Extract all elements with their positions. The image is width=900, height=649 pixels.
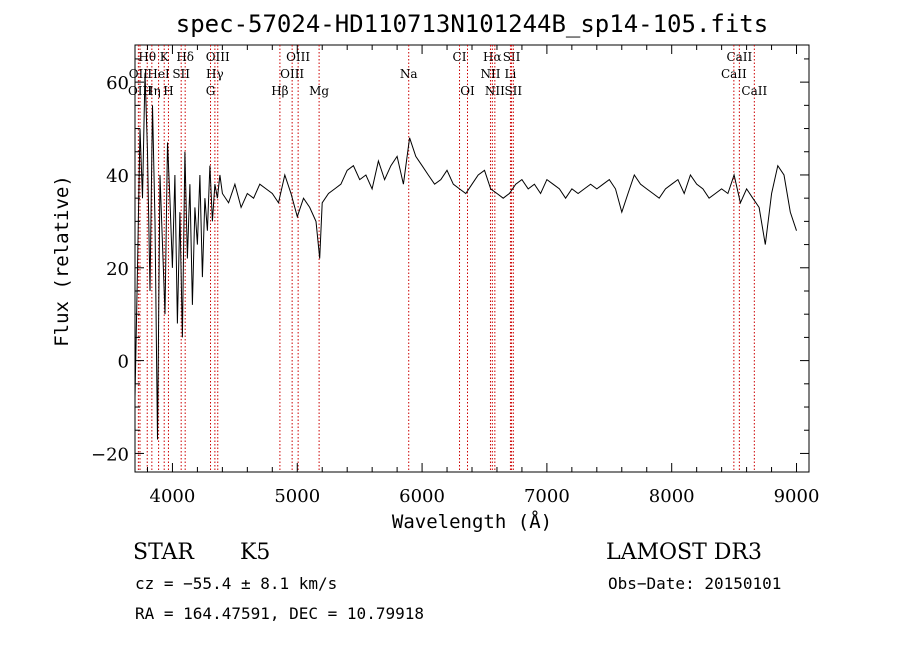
line-label-9: OII: [129, 67, 149, 81]
line-label-22: Hβ: [271, 84, 288, 98]
line-label-12: Hγ: [206, 67, 224, 81]
y-tick-label-2: 20: [106, 259, 129, 280]
y-tick-label-4: 60: [106, 73, 129, 94]
line-label-11: SII: [172, 67, 190, 81]
y-axis-label: Flux (relative): [51, 175, 73, 347]
x-axis-label: Wavelength (Å): [392, 510, 552, 533]
y-tick-label-1: 0: [118, 352, 129, 373]
line-label-27: CaII: [741, 84, 767, 98]
y-tick-label-3: 40: [106, 166, 129, 187]
line-label-4: OIII: [286, 50, 310, 64]
line-label-2: Hδ: [176, 50, 194, 64]
series-spectrum: [135, 72, 797, 440]
line-label-6: Hα: [483, 50, 502, 64]
y-tick-label-0: −20: [91, 444, 129, 465]
spectral-subclass: K5: [240, 540, 270, 565]
coordinates: RA = 164.47591, DEC = 10.79918: [135, 604, 424, 623]
line-label-14: Na: [400, 67, 418, 81]
x-tick-label-5: 9000: [774, 486, 820, 507]
x-tick-label-0: 4000: [150, 486, 196, 507]
line-label-10: HeI: [147, 67, 170, 81]
line-label-21: G: [206, 84, 216, 98]
line-label-13: OIII: [280, 67, 304, 81]
line-label-7: SII: [503, 50, 521, 64]
x-tick-label-3: 7000: [524, 486, 570, 507]
line-label-26: SII: [504, 84, 522, 98]
line-label-0: Hθ: [138, 50, 156, 64]
axes-layer: 4000 5000 6000 7000 8000 9000 −20 0 20 40 60: [91, 45, 819, 507]
redshift-cz: cz = −55.4 ± 8.1 km/s: [135, 574, 337, 593]
line-label-19: Hη: [143, 84, 161, 98]
line-label-1: K: [160, 50, 170, 64]
x-tick-label-1: 5000: [274, 486, 320, 507]
line-label-17: CaII: [721, 67, 747, 81]
line-label-23: Mg: [309, 84, 329, 98]
chart-title: spec-57024-HD110713N101244B_sp14-105.fit…: [176, 10, 768, 38]
line-label-8: CaII: [726, 50, 752, 64]
observation-date: Obs−Date: 20150101: [608, 574, 781, 593]
line-label-24: OI: [460, 84, 475, 98]
line-label-5: CI: [453, 50, 467, 64]
line-label-20: H: [163, 84, 173, 98]
line-label-25: NII: [485, 84, 505, 98]
x-tick-label-2: 6000: [399, 486, 445, 507]
line-label-18: OIII: [128, 84, 152, 98]
survey-name: LAMOST DR3: [606, 540, 762, 565]
line-label-16: Li: [505, 67, 517, 81]
x-tick-label-4: 8000: [649, 486, 695, 507]
line-label-15: NII: [480, 67, 500, 81]
plot-frame: [134, 44, 810, 473]
series-layer: [135, 72, 797, 440]
line-label-3: OIII: [206, 50, 230, 64]
object-type: STAR: [133, 540, 195, 565]
